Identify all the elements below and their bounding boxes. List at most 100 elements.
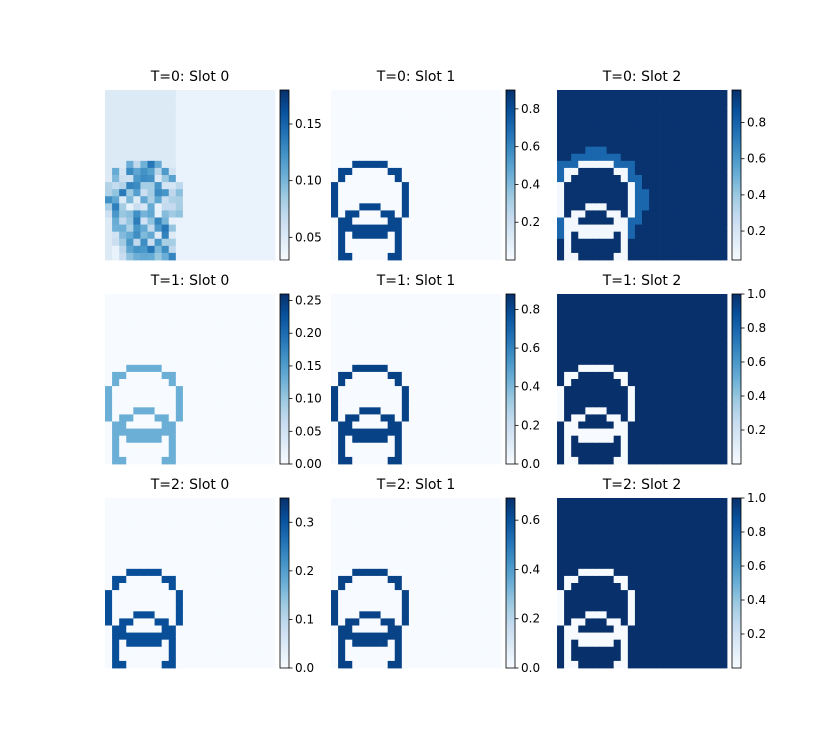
heatmap-cell bbox=[437, 189, 445, 197]
heatmap-cell bbox=[691, 125, 700, 133]
heatmap-cell bbox=[175, 526, 184, 534]
heatmap-cell bbox=[140, 407, 148, 415]
heatmap-cell bbox=[465, 646, 474, 655]
heatmap-cell bbox=[246, 139, 255, 148]
heatmap-cell bbox=[656, 575, 664, 584]
heatmap-cell bbox=[698, 449, 707, 458]
heatmap-cell bbox=[486, 294, 495, 302]
heatmap-cell bbox=[479, 632, 488, 641]
heatmap-cell bbox=[154, 442, 163, 451]
heatmap-cell bbox=[585, 435, 593, 444]
heatmap-cell bbox=[119, 568, 127, 577]
colorbar-tick-label: 0.2 bbox=[747, 224, 766, 238]
heatmap-cell bbox=[380, 611, 389, 619]
heatmap-cell bbox=[571, 231, 579, 240]
heatmap-cell bbox=[246, 210, 255, 218]
heatmap-cell bbox=[253, 604, 262, 612]
heatmap-cell bbox=[373, 350, 381, 359]
heatmap-cell bbox=[147, 322, 155, 330]
heatmap-cell bbox=[599, 294, 607, 302]
heatmap-cell bbox=[331, 146, 339, 155]
heatmap-cell bbox=[416, 407, 424, 415]
heatmap-cell bbox=[698, 526, 707, 534]
heatmap-cell bbox=[331, 357, 339, 366]
heatmap-cell bbox=[656, 245, 664, 254]
heatmap-cell bbox=[211, 153, 219, 162]
heatmap-cell bbox=[345, 167, 353, 176]
heatmap-cell bbox=[677, 343, 685, 352]
heatmap-cell bbox=[175, 519, 184, 527]
heatmap-cell bbox=[472, 167, 481, 176]
heatmap-cell bbox=[613, 189, 622, 197]
heatmap-cell bbox=[380, 139, 389, 148]
heatmap-cell bbox=[168, 400, 177, 408]
heatmap-cell bbox=[642, 336, 650, 344]
heatmap-cell bbox=[620, 336, 629, 344]
heatmap-cell bbox=[486, 498, 495, 506]
heatmap-cell bbox=[204, 533, 212, 541]
heatmap-cell bbox=[592, 364, 600, 373]
heatmap-cell bbox=[458, 322, 466, 330]
heatmap-cell bbox=[147, 618, 155, 626]
heatmap-cell bbox=[267, 350, 276, 359]
heatmap-cell bbox=[472, 357, 481, 366]
heatmap-cell bbox=[430, 160, 438, 169]
heatmap-cell bbox=[698, 561, 707, 570]
heatmap-cell bbox=[197, 632, 205, 641]
heatmap-cell bbox=[154, 146, 163, 155]
heatmap-cell bbox=[387, 632, 396, 641]
heatmap-cell bbox=[451, 118, 459, 126]
heatmap-cell bbox=[112, 196, 120, 204]
heatmap-cell bbox=[585, 540, 593, 548]
heatmap-cell bbox=[472, 111, 481, 119]
heatmap-cell bbox=[465, 456, 474, 465]
heatmap-cell bbox=[705, 505, 714, 513]
heatmap-cell bbox=[444, 182, 452, 190]
heatmap-cell bbox=[331, 456, 339, 465]
heatmap-cell bbox=[712, 97, 721, 105]
heatmap-cell bbox=[408, 449, 417, 458]
heatmap-cell bbox=[719, 561, 728, 570]
heatmap-cell bbox=[331, 97, 339, 105]
heatmap-cell bbox=[465, 182, 474, 190]
heatmap-cell bbox=[267, 590, 276, 598]
heatmap-cell bbox=[493, 435, 502, 444]
heatmap-cell bbox=[642, 561, 650, 570]
heatmap-cell bbox=[168, 639, 177, 648]
heatmap-cell bbox=[493, 308, 502, 316]
heatmap-cell bbox=[359, 125, 367, 133]
heatmap-cell bbox=[719, 301, 728, 309]
heatmap-cell bbox=[408, 167, 417, 176]
heatmap-cell bbox=[465, 561, 474, 570]
heatmap-cell bbox=[331, 386, 339, 394]
heatmap-cell bbox=[458, 329, 466, 337]
heatmap-cell bbox=[712, 132, 721, 140]
heatmap-cell bbox=[571, 583, 579, 591]
heatmap-cell bbox=[154, 456, 163, 465]
heatmap-cell bbox=[656, 498, 664, 506]
heatmap-cell bbox=[168, 449, 177, 458]
heatmap-cell bbox=[345, 428, 353, 437]
heatmap-cell bbox=[712, 350, 721, 359]
heatmap-cell bbox=[684, 386, 692, 394]
heatmap-cell bbox=[366, 336, 374, 344]
heatmap-cell bbox=[599, 322, 607, 330]
heatmap-cell bbox=[401, 547, 410, 556]
heatmap-cell bbox=[119, 583, 127, 591]
heatmap-cell bbox=[712, 449, 721, 458]
heatmap-cell bbox=[119, 238, 127, 247]
heatmap-cell bbox=[154, 400, 163, 408]
heatmap-cell bbox=[472, 364, 481, 373]
heatmap-cell bbox=[345, 554, 353, 563]
heatmap-cell bbox=[253, 210, 262, 218]
heatmap-cell bbox=[338, 189, 346, 197]
heatmap-cell bbox=[458, 97, 466, 105]
colorbar-tick-label: 0.0 bbox=[521, 457, 540, 471]
heatmap-cell bbox=[585, 104, 593, 112]
heatmap-cell bbox=[105, 407, 113, 415]
heatmap-cell bbox=[239, 371, 248, 380]
heatmap-cell bbox=[352, 653, 360, 662]
heatmap-cell bbox=[359, 238, 367, 247]
heatmap-cell bbox=[161, 660, 170, 669]
heatmap-cell bbox=[585, 442, 593, 451]
